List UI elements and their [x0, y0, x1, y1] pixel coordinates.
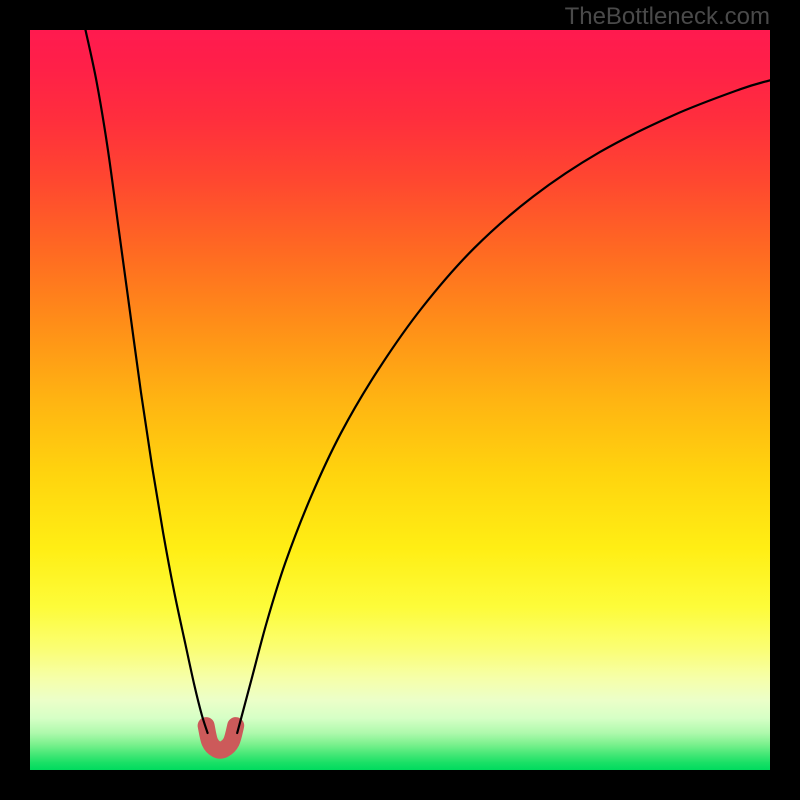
watermark-text: TheBottleneck.com: [565, 3, 770, 31]
plot-area: [30, 30, 770, 770]
chart-frame: TheBottleneck.com: [0, 0, 800, 800]
curve-left: [86, 30, 208, 733]
curve-right: [237, 80, 770, 733]
curves-layer: [30, 30, 770, 770]
dip-marker: [206, 726, 236, 751]
